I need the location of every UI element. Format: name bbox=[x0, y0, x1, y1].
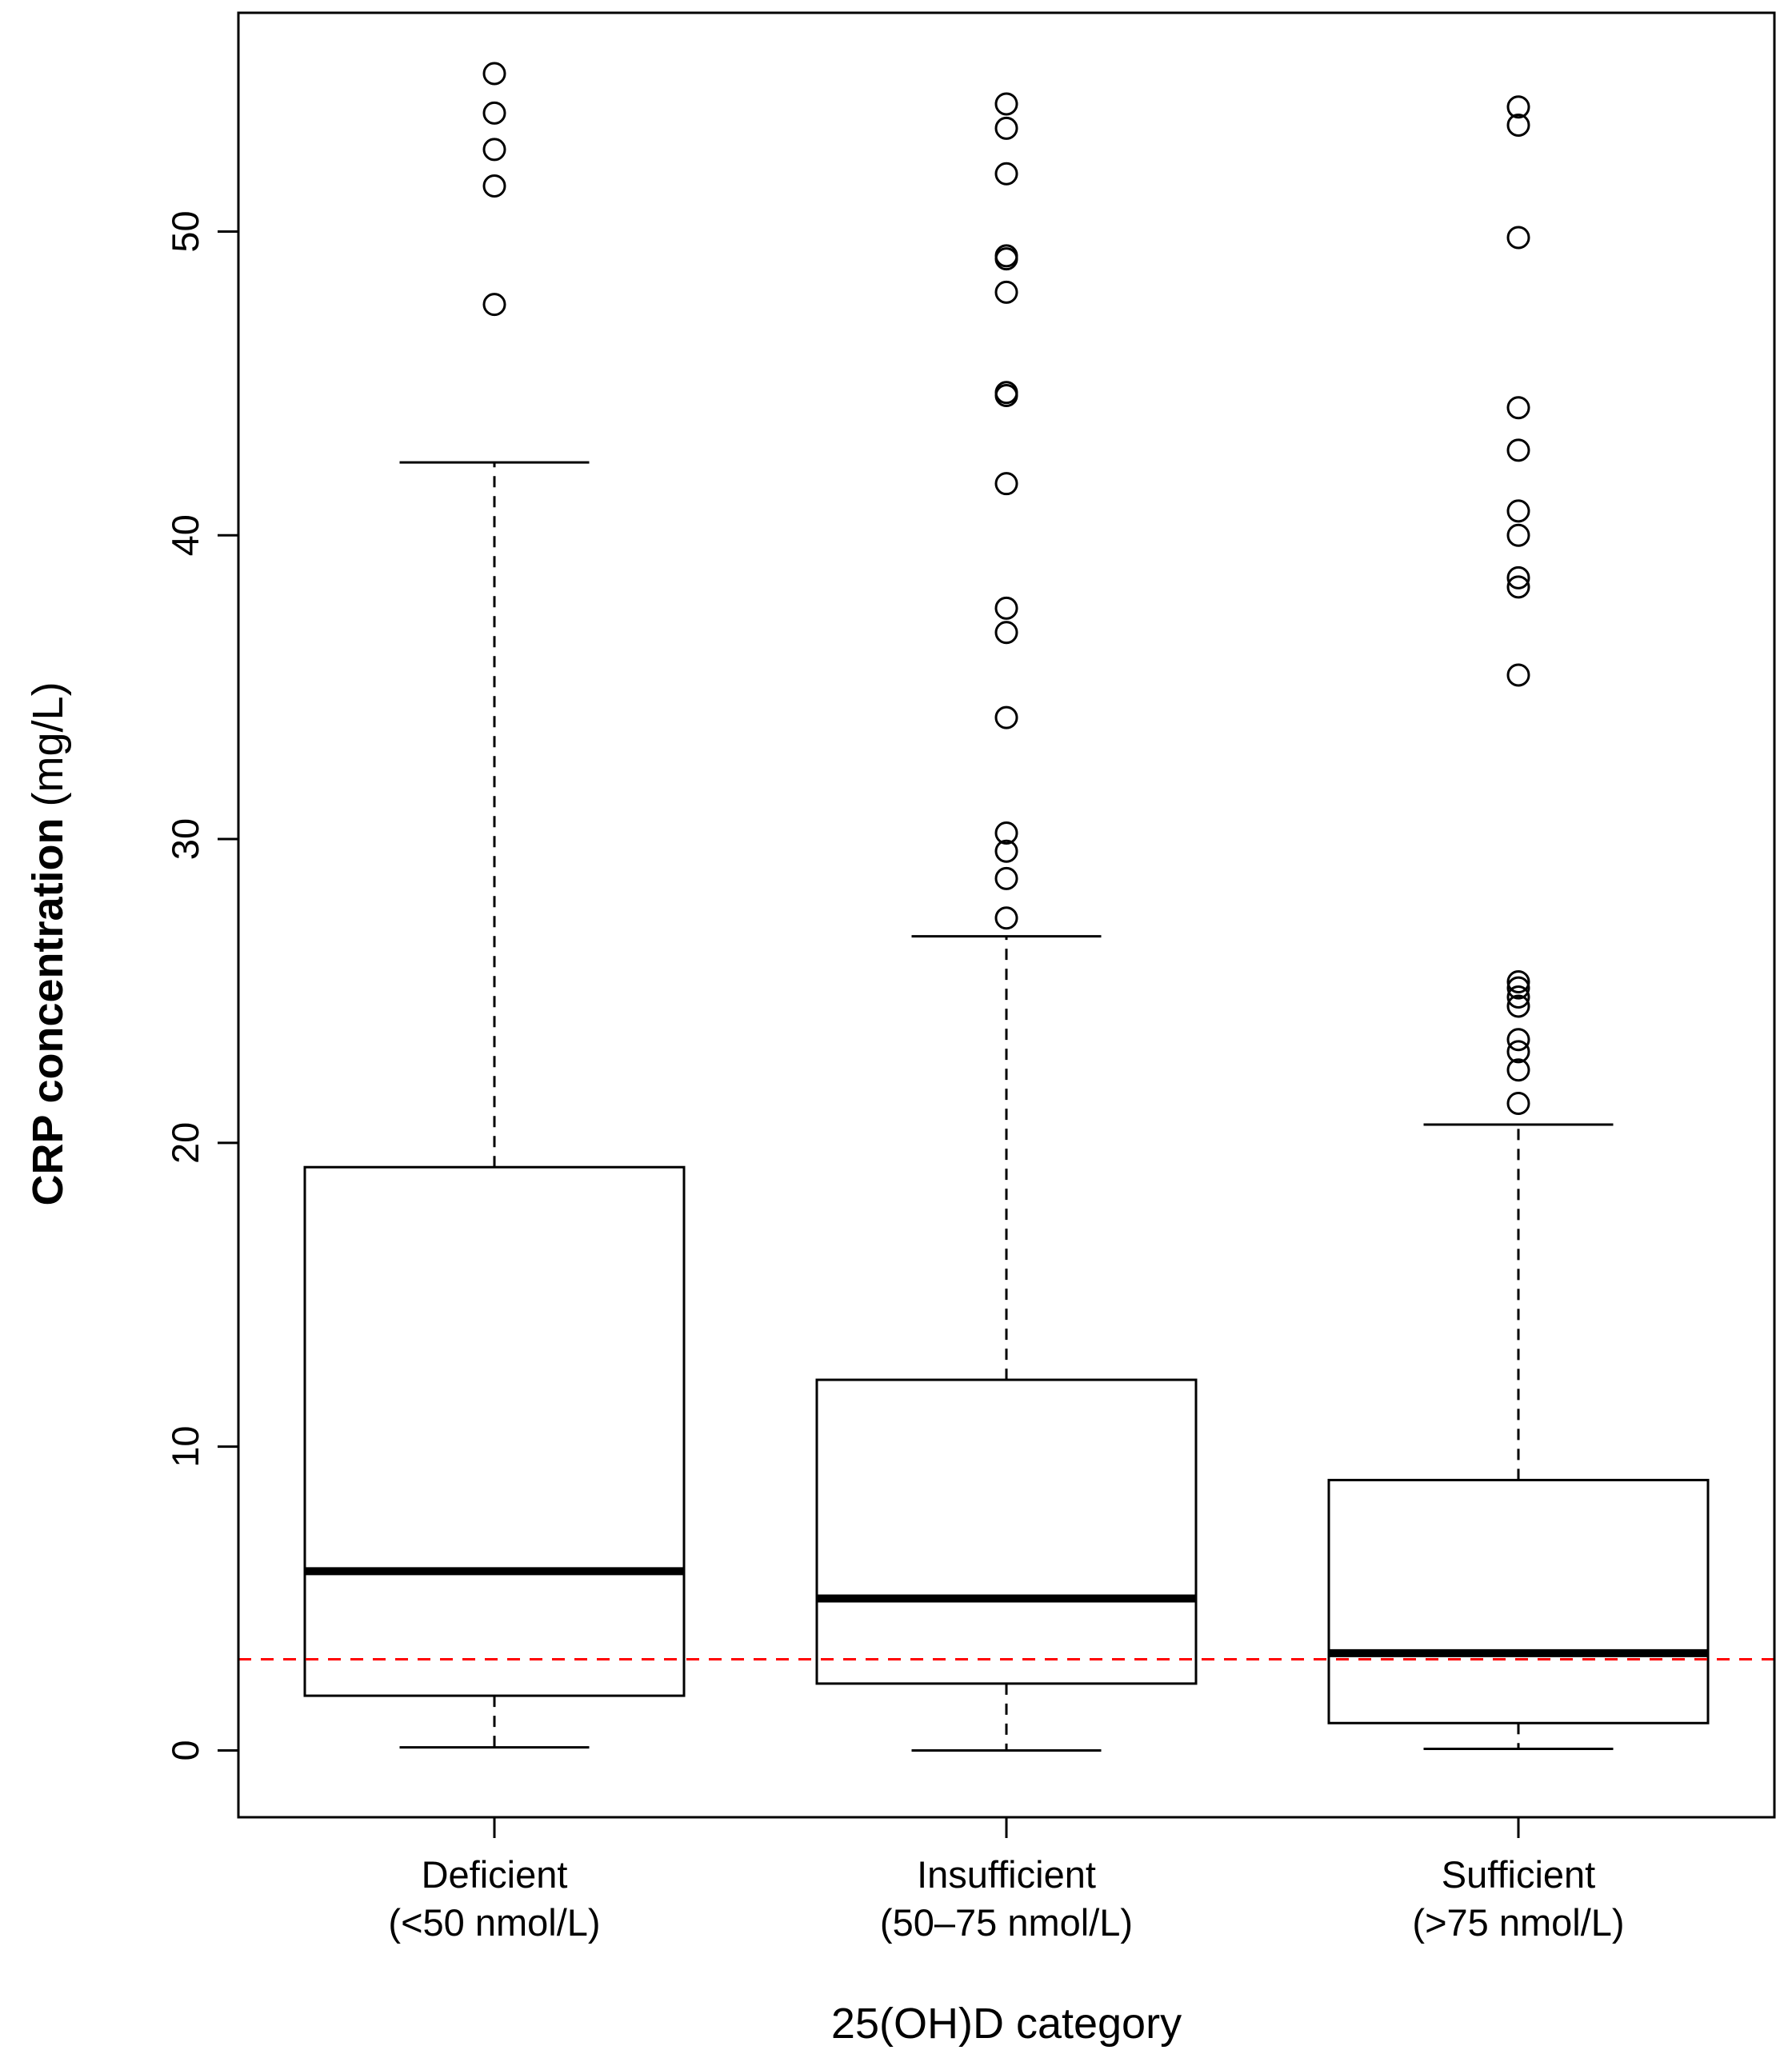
outlier-point bbox=[1506, 994, 1530, 1018]
outlier-point bbox=[1506, 114, 1530, 138]
x-tick-label-deficient: Deficient bbox=[422, 1853, 568, 1896]
outlier-point bbox=[1506, 226, 1530, 250]
outlier-point bbox=[1506, 1040, 1530, 1064]
y-tick-label: 50 bbox=[164, 210, 206, 252]
outlier-point bbox=[994, 839, 1018, 863]
outlier-point bbox=[1506, 438, 1530, 462]
y-tick-label: 0 bbox=[164, 1740, 206, 1760]
box-iqr bbox=[1327, 1478, 1710, 1724]
outlier-point bbox=[1506, 565, 1530, 589]
outlier-point bbox=[994, 116, 1018, 140]
y-axis-title: CRP concentration (mg/L) bbox=[24, 681, 72, 1205]
x-tick-range-sufficient: (>75 nmol/L) bbox=[1412, 1901, 1624, 1944]
outlier-point bbox=[1506, 985, 1530, 1009]
outlier-point bbox=[1506, 1091, 1530, 1115]
outlier-point bbox=[994, 821, 1018, 845]
outlier-layer bbox=[482, 62, 1530, 1115]
outlier-point bbox=[994, 705, 1018, 729]
x-axis-title: 25(OH)D category bbox=[831, 2000, 1182, 2048]
outlier-point bbox=[1506, 396, 1530, 420]
outlier-point bbox=[1506, 523, 1530, 547]
outlier-point bbox=[1506, 1028, 1530, 1052]
outlier-point bbox=[1506, 1058, 1530, 1082]
outlier-point bbox=[482, 174, 506, 198]
box-layer bbox=[303, 461, 1710, 1752]
outlier-point bbox=[1506, 970, 1530, 994]
outlier-point bbox=[994, 162, 1018, 186]
outlier-point bbox=[1506, 663, 1530, 687]
x-axis: Deficient (<50 nmol/L) Insufficient (50–75 … bbox=[388, 1817, 1625, 1944]
outlier-point bbox=[1506, 575, 1530, 599]
x-tick-label-sufficient: Sufficient bbox=[1442, 1853, 1595, 1896]
y-tick-label: 40 bbox=[164, 514, 206, 556]
y-axis-title-unit: (mg/L) bbox=[24, 681, 72, 806]
outlier-point bbox=[994, 596, 1018, 620]
y-axis: 0 10 20 30 40 50 bbox=[164, 210, 240, 1761]
outlier-point bbox=[994, 906, 1018, 930]
x-tick-range-insufficient: (50–75 nmol/L) bbox=[880, 1901, 1133, 1944]
outlier-point bbox=[994, 244, 1018, 268]
outlier-point bbox=[994, 381, 1018, 405]
outlier-point bbox=[482, 101, 506, 125]
y-tick-label: 10 bbox=[164, 1426, 206, 1468]
y-tick-label: 20 bbox=[164, 1122, 206, 1164]
box-group-sufficient bbox=[1327, 1123, 1710, 1751]
outlier-point bbox=[482, 138, 506, 162]
y-tick-label: 30 bbox=[164, 818, 206, 860]
outlier-point bbox=[1506, 976, 1530, 1000]
outlier-point bbox=[1506, 95, 1530, 119]
box-group-insufficient bbox=[815, 935, 1198, 1752]
outlier-point bbox=[994, 621, 1018, 645]
box-iqr bbox=[815, 1378, 1198, 1685]
outlier-point bbox=[994, 866, 1018, 890]
y-axis-title-main: CRP concentration bbox=[24, 817, 72, 1205]
box-iqr bbox=[303, 1165, 686, 1697]
x-tick-range-deficient: (<50 nmol/L) bbox=[388, 1901, 600, 1944]
x-tick-label-insufficient: Insufficient bbox=[917, 1853, 1096, 1896]
outlier-point bbox=[994, 472, 1018, 496]
outlier-point bbox=[994, 280, 1018, 304]
outlier-point bbox=[994, 92, 1018, 116]
outlier-point bbox=[1506, 499, 1530, 523]
outlier-point bbox=[482, 62, 506, 86]
box-group-deficient bbox=[303, 461, 686, 1749]
outlier-point bbox=[482, 293, 506, 317]
